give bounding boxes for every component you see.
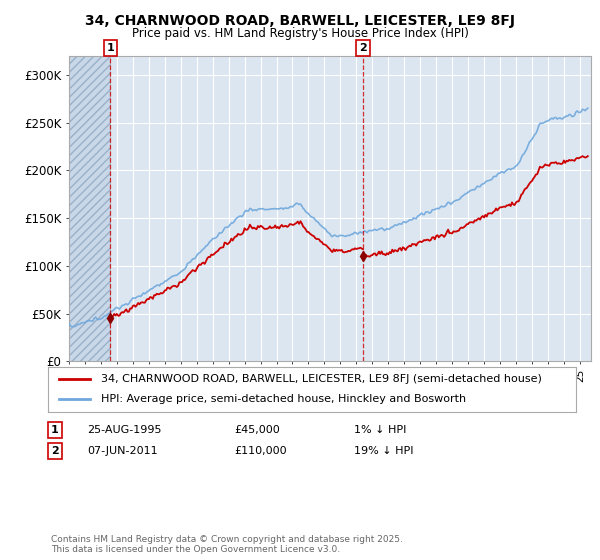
Text: 34, CHARNWOOD ROAD, BARWELL, LEICESTER, LE9 8FJ: 34, CHARNWOOD ROAD, BARWELL, LEICESTER, … [85, 14, 515, 28]
Text: 1: 1 [106, 43, 114, 53]
Text: £45,000: £45,000 [234, 425, 280, 435]
Text: 1% ↓ HPI: 1% ↓ HPI [354, 425, 406, 435]
Bar [69, 56, 110, 361]
Text: 2: 2 [51, 446, 59, 456]
Text: 25-AUG-1995: 25-AUG-1995 [87, 425, 161, 435]
Text: 1: 1 [51, 425, 59, 435]
Text: HPI: Average price, semi-detached house, Hinckley and Bosworth: HPI: Average price, semi-detached house,… [101, 394, 466, 404]
Text: £110,000: £110,000 [234, 446, 287, 456]
Text: 19% ↓ HPI: 19% ↓ HPI [354, 446, 413, 456]
Text: Contains HM Land Registry data © Crown copyright and database right 2025.
This d: Contains HM Land Registry data © Crown c… [51, 535, 403, 554]
Bar [69, 56, 110, 361]
Text: Price paid vs. HM Land Registry's House Price Index (HPI): Price paid vs. HM Land Registry's House … [131, 27, 469, 40]
Text: 34, CHARNWOOD ROAD, BARWELL, LEICESTER, LE9 8FJ (semi-detached house): 34, CHARNWOOD ROAD, BARWELL, LEICESTER, … [101, 374, 542, 384]
Text: 07-JUN-2011: 07-JUN-2011 [87, 446, 158, 456]
Text: 2: 2 [359, 43, 367, 53]
